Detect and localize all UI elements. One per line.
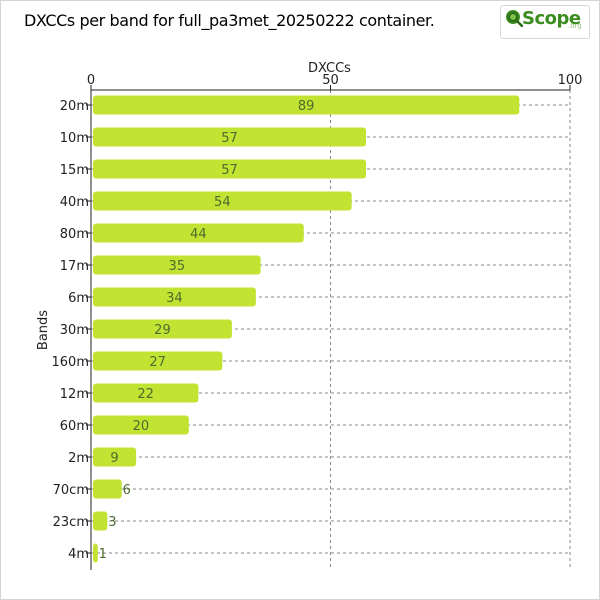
- bar-value-label: 3: [108, 515, 116, 530]
- y-tick-label: 160m: [52, 355, 89, 370]
- bar-value-label: 22: [137, 387, 154, 402]
- bar-value-label: 54: [214, 195, 231, 210]
- bar: [93, 479, 122, 499]
- bar-value-label: 1: [99, 547, 107, 562]
- bar-value-label: 57: [221, 163, 238, 178]
- y-tick-label: 23cm: [53, 515, 89, 530]
- y-axis-label: Bands: [36, 310, 51, 350]
- x-tick-label: 100: [558, 73, 583, 88]
- y-tick-label: 10m: [60, 131, 89, 146]
- bar-value-label: 6: [123, 483, 131, 498]
- y-tick-label: 40m: [60, 195, 89, 210]
- y-tick-label: 70cm: [53, 483, 89, 498]
- y-tick-label: 60m: [60, 419, 89, 434]
- bar: [93, 127, 367, 147]
- y-tick-label: 30m: [60, 323, 89, 338]
- bar: [93, 415, 189, 435]
- bar: [93, 223, 304, 243]
- bar-value-label: 57: [221, 131, 238, 146]
- y-tick-label: 80m: [60, 227, 89, 242]
- y-tick-label: 20m: [60, 99, 89, 114]
- qscope-logo[interactable]: Scope .org: [500, 5, 590, 39]
- x-tick-label: 0: [87, 73, 95, 88]
- y-tick-label: 12m: [60, 387, 89, 402]
- bar: [93, 287, 256, 307]
- logo-suffix-text: .org: [568, 22, 582, 30]
- bar: [93, 351, 223, 371]
- y-tick-label: 4m: [68, 547, 89, 562]
- y-tick-label: 6m: [68, 291, 89, 306]
- bar-value-label: 20: [133, 419, 150, 434]
- bar-value-label: 9: [110, 451, 118, 466]
- bar: [93, 447, 137, 467]
- magnifier-globe-icon: [506, 10, 523, 27]
- bar: [93, 383, 199, 403]
- x-tick-label: 50: [322, 73, 339, 88]
- bar: [93, 95, 520, 115]
- bar: [93, 191, 352, 211]
- bar: [93, 543, 98, 563]
- bar-value-label: 29: [154, 323, 171, 338]
- bar: [93, 319, 232, 339]
- y-tick-label: 15m: [60, 163, 89, 178]
- bar-value-label: 44: [190, 227, 207, 242]
- x-axis-label: DXCCs: [308, 61, 351, 76]
- bar-value-label: 27: [149, 355, 166, 370]
- bar-value-label: 89: [298, 99, 315, 114]
- bar: [93, 159, 367, 179]
- bar: [93, 511, 108, 531]
- bar-value-label: 34: [166, 291, 183, 306]
- y-tick-label: 2m: [68, 451, 89, 466]
- bar: [93, 255, 261, 275]
- y-tick-label: 17m: [60, 259, 89, 274]
- bar-value-label: 35: [169, 259, 186, 274]
- chart-title: DXCCs per band for full_pa3met_20250222 …: [24, 11, 435, 30]
- logo-brand-text: Scope: [522, 8, 581, 29]
